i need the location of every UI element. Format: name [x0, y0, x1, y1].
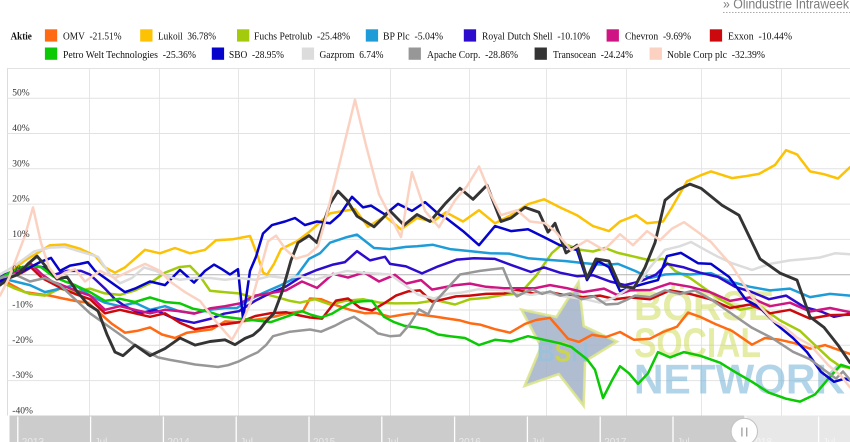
- svg-text:2015: 2015: [313, 437, 336, 442]
- svg-text:2013: 2013: [22, 437, 45, 442]
- svg-text:Jul: Jul: [240, 437, 253, 442]
- svg-text:Jul: Jul: [531, 437, 544, 442]
- svg-text:50%: 50%: [12, 89, 30, 99]
- svg-text:Gazprom 6.74%: Gazprom 6.74%: [320, 50, 384, 61]
- svg-text:Transocean -24.24%: Transocean -24.24%: [553, 50, 633, 61]
- svg-text:Lukoil 36.78%: Lukoil 36.78%: [158, 32, 216, 43]
- svg-text:Apache Corp. -28.86%: Apache Corp. -28.86%: [427, 50, 518, 61]
- svg-text:-30%: -30%: [12, 371, 33, 381]
- svg-text:SBO -28.95%: SBO -28.95%: [229, 50, 284, 61]
- svg-text:10%: 10%: [12, 230, 30, 240]
- svg-text:Jul: Jul: [386, 437, 399, 442]
- svg-text:Royal Dutch Shell -10.10%: Royal Dutch Shell -10.10%: [482, 32, 590, 43]
- svg-text:-20%: -20%: [12, 336, 33, 346]
- svg-text:2017: 2017: [604, 437, 627, 442]
- svg-text:Jul: Jul: [95, 437, 108, 442]
- svg-text:2016: 2016: [459, 437, 482, 442]
- svg-text:BP Plc -5.04%: BP Plc -5.04%: [383, 32, 443, 43]
- svg-text:Jul: Jul: [677, 437, 690, 442]
- svg-text:-10%: -10%: [12, 301, 33, 311]
- svg-text:0%: 0%: [12, 265, 25, 275]
- svg-text:20%: 20%: [12, 195, 30, 205]
- svg-text:Exxon -10.44%: Exxon -10.44%: [728, 32, 792, 43]
- svg-text:2014: 2014: [167, 437, 190, 442]
- svg-text:30%: 30%: [12, 159, 30, 169]
- svg-text:Noble Corp plc -32.39%: Noble Corp plc -32.39%: [667, 50, 765, 61]
- svg-text:Aktie: Aktie: [11, 32, 32, 43]
- svg-text:Chevron -9.69%: Chevron -9.69%: [625, 32, 691, 43]
- svg-text:40%: 40%: [12, 124, 30, 134]
- svg-text:» Ölindustrie Intraweek: » Ölindustrie Intraweek: [723, 0, 850, 12]
- svg-text:OMV -21.51%: OMV -21.51%: [63, 32, 122, 43]
- svg-text:Petro Welt Technologies -25.3: Petro Welt Technologies -25.36%: [63, 50, 196, 61]
- svg-text:-40%: -40%: [12, 406, 33, 416]
- svg-text:NETWORK: NETWORK: [634, 356, 845, 403]
- svg-text:Fuchs Petrolub -25.48%: Fuchs Petrolub -25.48%: [254, 32, 350, 43]
